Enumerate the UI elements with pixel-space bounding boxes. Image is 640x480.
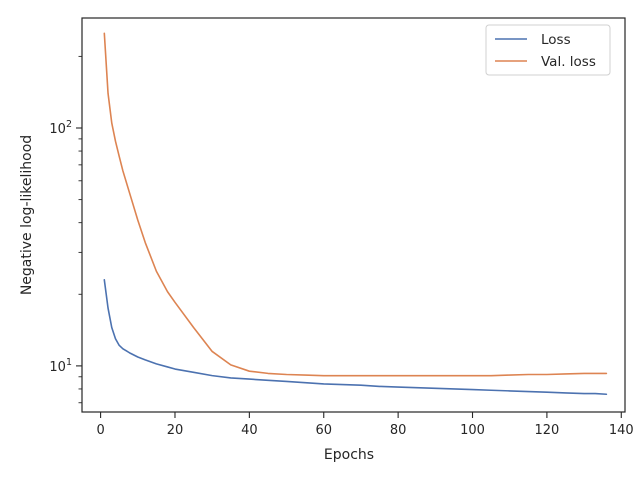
x-tick-label: 40 xyxy=(241,423,258,438)
x-tick-label: 20 xyxy=(167,423,184,438)
legend-label-val-loss: Val. loss xyxy=(541,54,596,70)
x-tick-label: 120 xyxy=(534,423,559,438)
x-axis-label: Epochs xyxy=(324,447,374,463)
series-line-loss xyxy=(103,279,608,396)
y-tick-label: 101 xyxy=(49,357,72,375)
x-axis-ticks: 0 20 40 60 80 100 120 140 xyxy=(96,412,634,438)
legend: Loss Val. loss xyxy=(485,24,611,76)
plot-frame xyxy=(81,17,626,413)
y-axis-label: Negative log-likelihood xyxy=(19,135,35,295)
x-tick-label: 60 xyxy=(315,423,332,438)
series-lines xyxy=(103,32,608,396)
legend-label-loss: Loss xyxy=(541,32,571,48)
y-axis-ticks: 101 102 xyxy=(49,55,82,404)
series-line-val-loss xyxy=(103,32,608,377)
x-tick-label: 0 xyxy=(96,423,104,438)
x-tick-label: 100 xyxy=(460,423,485,438)
legend-box xyxy=(485,24,611,76)
y-tick-label: 102 xyxy=(49,119,72,137)
x-tick-label: 80 xyxy=(390,423,407,438)
x-tick-label: 140 xyxy=(609,423,634,438)
